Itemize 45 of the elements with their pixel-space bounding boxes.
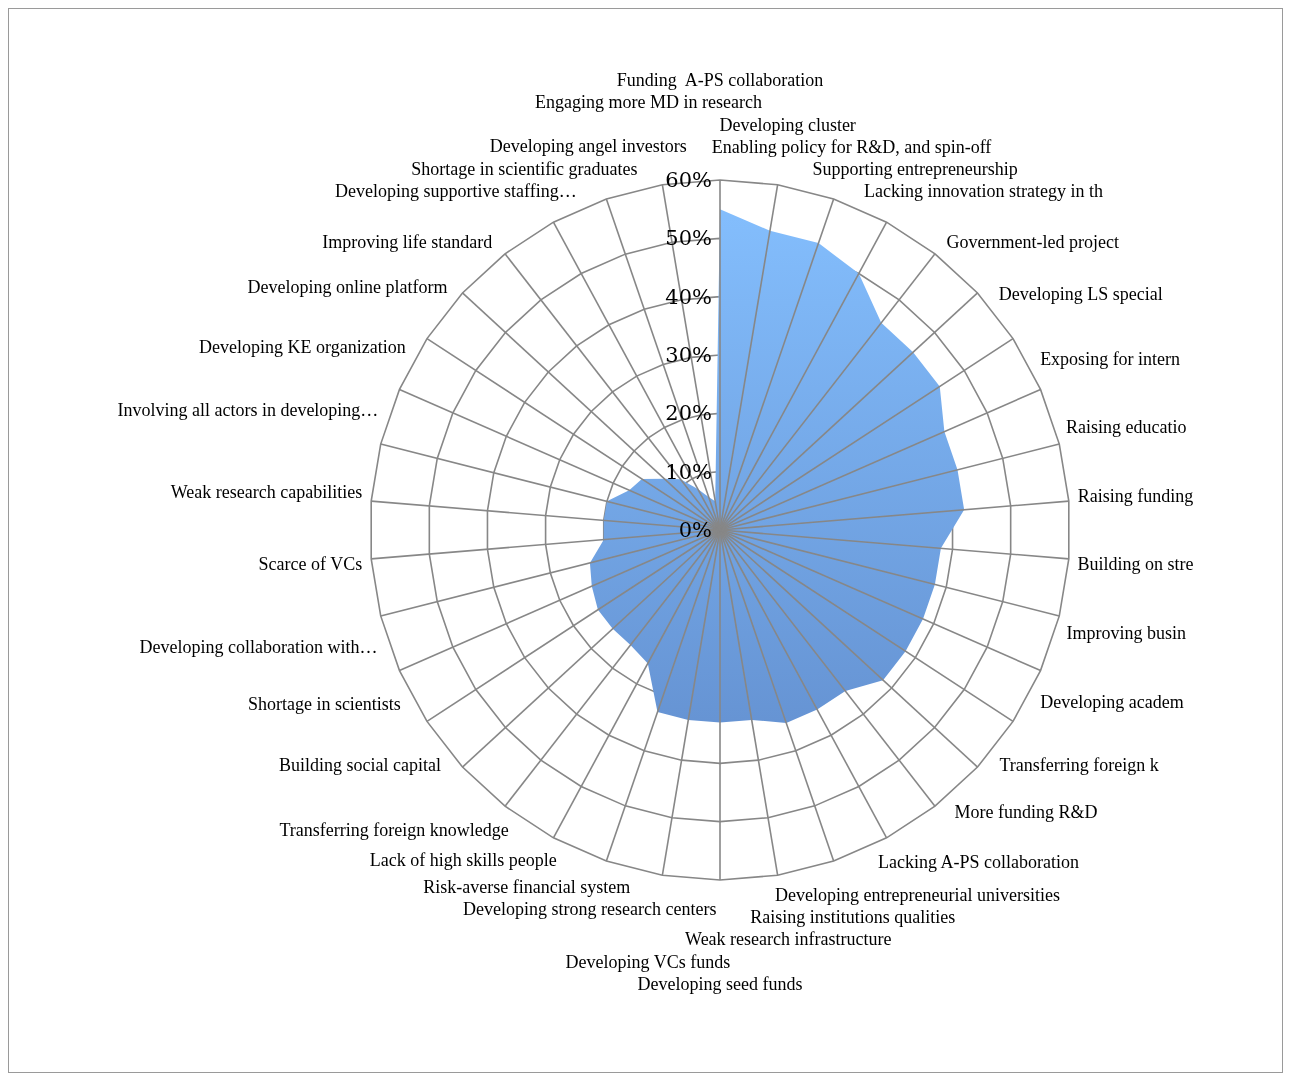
spoke-label: Developing online platform [247,276,448,297]
y-tick-label: 40% [665,284,712,309]
spoke-label: More funding R&D [954,801,1098,822]
y-tick-label: 60% [665,168,712,192]
spoke-label: Supporting entrepreneurship [812,159,1018,180]
spoke-label: Improving busin [1066,622,1186,643]
spoke-label: Developing collaboration with… [139,636,378,657]
spoke-label: Transferring foreign k [999,754,1159,775]
y-tick-label: 30% [665,343,712,367]
spoke-label: Raising institutions qualities [750,906,956,927]
spoke-label: Lacking innovation strategy in th [864,181,1103,202]
spoke-label: Funding A-PS collaboration [616,70,824,90]
spoke-label: Weak research capabilities [170,482,363,503]
spoke-label: Building on stre [1077,554,1194,575]
spoke-label: Enabling policy for R&D, and spin-off [711,136,992,157]
spoke-label: Risk-averse financial system [423,877,631,898]
spoke-label: Scarce of VCs [258,553,363,574]
spoke-label: Lacking A-PS collaboration [878,852,1080,873]
spoke-label: Government-led project [946,232,1119,253]
spoke-label: Shortage in scientific graduates [411,158,638,179]
spoke-label: Shortage in scientists [247,693,401,714]
spoke-label: Developing supportive staffing… [335,180,577,201]
y-tick-label: 20% [665,401,712,426]
spoke-label: Developing KE organization [199,336,406,357]
y-tick-label: 0% [678,518,712,542]
spoke-label: Lack of high skills people [369,849,557,870]
spoke-label: Engaging more MD in research [535,91,763,112]
spoke-label: Developing entrepreneurial universities [775,884,1060,905]
spoke-label: Developing seed funds [637,974,803,994]
y-tick-label: 50% [665,226,712,251]
spoke-label: Developing LS special [998,284,1163,305]
spoke-label: Developing academ [1040,691,1184,712]
spoke-label: Transferring foreign knowledge [279,820,509,841]
spoke-label: Weak research infrastructure [685,929,892,950]
spoke-label: Improving life standard [322,232,493,253]
spoke-label: Raising educatio [1065,417,1187,438]
spoke-label: Raising funding [1077,485,1194,506]
spoke-label: Involving all actors in developing… [117,400,379,421]
spoke-label: Developing cluster [719,114,856,135]
y-tick-label: 10% [665,459,712,484]
spoke-label: Developing strong research centers [463,899,717,920]
spoke-label: Developing VCs funds [565,952,731,973]
spoke-label: Building social capital [279,755,441,776]
spoke-label: Developing angel investors [489,136,687,156]
spoke-label: Exposing for intern [1040,348,1181,369]
